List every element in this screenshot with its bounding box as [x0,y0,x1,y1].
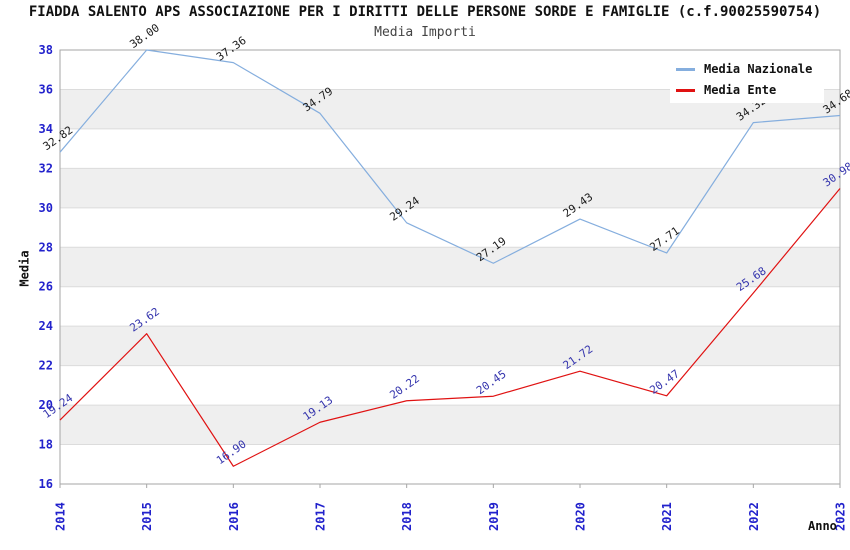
y-tick-label: 38 [39,43,53,57]
plot-band [60,247,840,287]
y-axis-title: Media [17,250,32,287]
legend-item-media-ente: Media Ente [676,83,818,97]
x-tick-label: 2021 [660,502,674,531]
x-tick-label: 2015 [140,502,154,531]
legend-label: Media Ente [704,83,777,97]
point-label: 20.47 [647,367,682,397]
point-label: 38.00 [127,21,162,51]
legend-swatch-red-line-icon [676,88,695,92]
x-tick-label: 2023 [834,502,848,531]
legend-label: Media Nazionale [704,62,813,76]
point-label: 20.22 [387,372,422,402]
x-tick-label: 2019 [487,502,501,531]
x-tick-label: 2018 [400,502,414,531]
plot-border [59,49,841,485]
x-tick-label: 2020 [574,502,588,531]
chart-title: FIADDA SALENTO APS ASSOCIAZIONE PER I DI… [28,4,822,20]
plot-band [60,405,840,445]
x-tick-label: 2016 [227,502,241,531]
plot-band [60,326,840,366]
y-tick-label: 26 [39,280,53,294]
x-tick-label: 2017 [314,502,328,531]
y-tick-label: 18 [39,438,53,452]
chart-subtitle: Media Importi [374,25,476,40]
x-tick-label: 2022 [747,502,761,531]
y-tick-label: 24 [39,319,53,333]
series-line-media-nazionale [59,49,841,264]
y-tick-label: 32 [39,161,53,175]
y-tick-label: 22 [39,359,53,373]
y-tick-label: 34 [39,122,53,136]
legend: Media Nazionale Media Ente [670,56,824,103]
series-line-media-ente [59,188,841,467]
y-tick-label: 20 [39,398,53,412]
x-axis-title: Anno [808,519,837,533]
legend-item-media-nazionale: Media Nazionale [676,62,818,76]
y-tick-label: 30 [39,201,53,215]
y-tick-label: 36 [39,82,53,96]
plot-band [60,168,840,208]
point-label: 37.36 [214,34,249,64]
y-tick-label: 16 [39,477,53,491]
y-tick-label: 28 [39,240,53,254]
legend-swatch-blue-line-icon [676,67,695,71]
x-tick-label: 2014 [54,502,68,531]
